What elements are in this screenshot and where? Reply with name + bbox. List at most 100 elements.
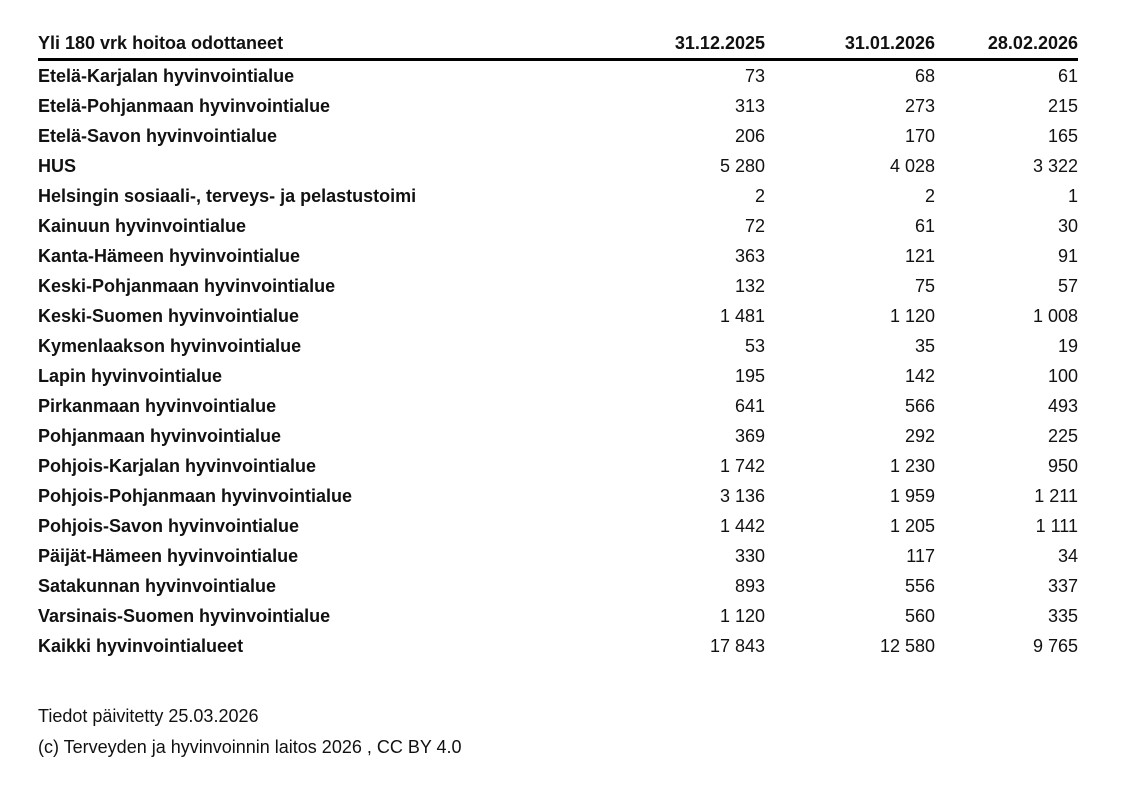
row-value: 170 (904, 126, 935, 146)
row-value: 17 843 (709, 636, 765, 656)
row-value: 2 (754, 186, 765, 206)
table-row: Etelä-Savon hyvinvointialue 206 170 165 (38, 121, 1078, 151)
waiting-times-table: Yli 180 vrk hoitoa odottaneet 31.12.2025… (38, 28, 1078, 661)
row-value: 61 (914, 216, 935, 236)
row-value: 337 (1047, 576, 1078, 596)
table-row: Etelä-Karjalan hyvinvointialue 73 68 61 (38, 60, 1078, 92)
row-value: 556 (904, 576, 935, 596)
row-value: 68 (914, 66, 935, 86)
row-value: 292 (904, 426, 935, 446)
row-value: 273 (904, 96, 935, 116)
row-value: 206 (734, 126, 765, 146)
row-value: 53 (744, 336, 765, 356)
row-value: 73 (744, 66, 765, 86)
table-row: Kainuun hyvinvointialue 72 61 30 (38, 211, 1078, 241)
table-row: Varsinais-Suomen hyvinvointialue 1 120 560… (38, 601, 1078, 631)
table-row: Keski-Pohjanmaan hyvinvointialue 132 75 57 (38, 271, 1078, 301)
row-label: Pohjanmaan hyvinvointialue (38, 426, 282, 446)
row-value: 35 (914, 336, 935, 356)
row-value: 1 120 (889, 306, 935, 326)
row-value: 330 (734, 546, 765, 566)
row-value: 195 (734, 366, 765, 386)
row-value: 1 230 (889, 456, 935, 476)
table-row: Lapin hyvinvointialue 195 142 100 (38, 361, 1078, 391)
table-row: Pohjanmaan hyvinvointialue 369 292 225 (38, 421, 1078, 451)
row-value: 5 280 (719, 156, 765, 176)
row-label: Lapin hyvinvointialue (38, 366, 223, 386)
row-value: 132 (734, 276, 765, 296)
row-value: 1 442 (719, 516, 765, 536)
column-header-date-3: 28.02.2026 (935, 28, 1078, 61)
row-value: 91 (1057, 246, 1078, 266)
table-row: Pohjois-Karjalan hyvinvointialue 1 742 1 2… (38, 451, 1078, 481)
table-row: HUS 5 280 4 028 3 322 (38, 151, 1078, 181)
row-label: Kaikki hyvinvointialueet (38, 636, 244, 656)
table-row: Pohjois-Pohjanmaan hyvinvointialue 3 136 1… (38, 481, 1078, 511)
table-row: Pohjois-Savon hyvinvointialue 1 442 1 205 1… (38, 511, 1078, 541)
row-value: 72 (744, 216, 765, 236)
row-value: 117 (906, 546, 935, 566)
row-label: Etelä-Pohjanmaan hyvinvointialue (38, 96, 331, 116)
row-label: Päijät-Hämeen hyvinvointialue (38, 546, 299, 566)
row-label: Keski-Suomen hyvinvointialue (38, 306, 300, 326)
row-value: 75 (914, 276, 935, 296)
column-header-date-2: 31.01.2026 (765, 28, 935, 61)
table-row: Etelä-Pohjanmaan hyvinvointialue 313 273 21… (38, 91, 1078, 121)
row-label: Helsingin sosiaali-, terveys- ja pelastu… (38, 186, 417, 206)
report-page: Yli 180 vrk hoitoa odottaneet 31.12.2025… (38, 28, 1135, 763)
column-header-date-1: 31.12.2025 (638, 28, 765, 61)
row-value: 57 (1057, 276, 1078, 296)
row-value: 641 (734, 396, 765, 416)
table-title: Yli 180 vrk hoitoa odottaneet (38, 28, 638, 61)
row-value: 142 (904, 366, 935, 386)
table-row: Kanta-Hämeen hyvinvointialue 363 121 91 (38, 241, 1078, 271)
row-value: 1 120 (719, 606, 765, 626)
row-label: Pirkanmaan hyvinvointialue (38, 396, 277, 416)
table-row: Kaikki hyvinvointialueet 17 843 12 580 9 76… (38, 631, 1078, 661)
row-value: 19 (1057, 336, 1078, 356)
row-value: 3 136 (719, 486, 765, 506)
row-label: Kymenlaakson hyvinvointialue (38, 336, 302, 356)
row-value: 335 (1047, 606, 1078, 626)
row-value: 950 (1047, 456, 1078, 476)
row-value: 566 (904, 396, 935, 416)
footer-notes: Tiedot päivitetty 25.03.2026 (c) Terveyd… (38, 701, 1135, 763)
updated-note: Tiedot päivitetty 25.03.2026 (38, 706, 259, 726)
row-label: Keski-Pohjanmaan hyvinvointialue (38, 276, 336, 296)
row-value: 121 (904, 246, 935, 266)
row-value: 369 (734, 426, 765, 446)
row-value: 165 (1047, 126, 1078, 146)
row-value: 1 481 (719, 306, 765, 326)
row-value: 560 (904, 606, 935, 626)
row-value: 12 580 (879, 636, 935, 656)
row-label: Pohjois-Karjalan hyvinvointialue (38, 456, 317, 476)
row-value: 1 742 (719, 456, 765, 476)
row-label: Satakunnan hyvinvointialue (38, 576, 277, 596)
table-row: Päijät-Hämeen hyvinvointialue 330 117 34 (38, 541, 1078, 571)
row-value: 215 (1047, 96, 1078, 116)
row-value: 1 111 (1035, 516, 1078, 536)
row-value: 313 (734, 96, 765, 116)
row-label: Etelä-Savon hyvinvointialue (38, 126, 278, 146)
table-row: Helsingin sosiaali-, terveys- ja pelastu… (38, 181, 1078, 211)
table-header-row: Yli 180 vrk hoitoa odottaneet 31.12.2025… (38, 28, 1078, 61)
row-value: 1 211 (1034, 486, 1078, 506)
table-row: Kymenlaakson hyvinvointialue 53 35 19 (38, 331, 1078, 361)
row-value: 4 028 (889, 156, 935, 176)
row-value: 493 (1047, 396, 1078, 416)
row-value: 2 (924, 186, 935, 206)
row-value: 363 (734, 246, 765, 266)
row-value: 30 (1057, 216, 1078, 236)
row-label: HUS (38, 156, 77, 176)
row-label: Etelä-Karjalan hyvinvointialue (38, 66, 295, 86)
table-row: Keski-Suomen hyvinvointialue 1 481 1 120 1 … (38, 301, 1078, 331)
row-value: 34 (1057, 546, 1078, 566)
row-label: Varsinais-Suomen hyvinvointialue (38, 606, 331, 626)
row-value: 1 959 (889, 486, 935, 506)
row-value: 893 (734, 576, 765, 596)
row-label: Kanta-Hämeen hyvinvointialue (38, 246, 301, 266)
table-row: Pirkanmaan hyvinvointialue 641 566 493 (38, 391, 1078, 421)
row-value: 1 205 (889, 516, 935, 536)
copyright-note: (c) Terveyden ja hyvinvoinnin laitos 202… (38, 737, 462, 757)
row-label: Kainuun hyvinvointialue (38, 216, 247, 236)
